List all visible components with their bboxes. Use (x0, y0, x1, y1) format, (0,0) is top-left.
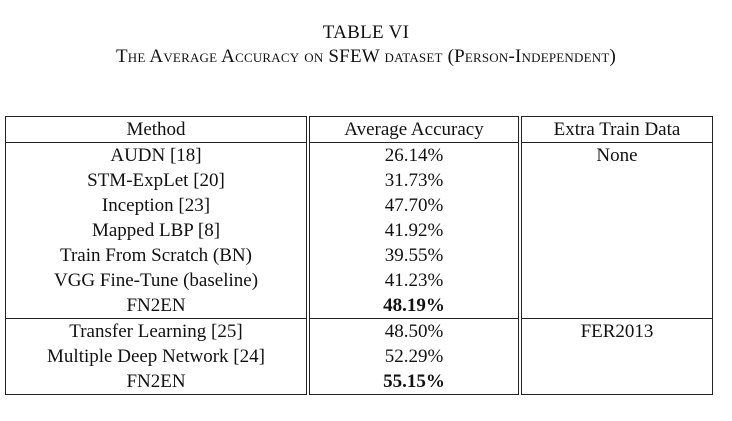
table-row: STM-ExpLet [20] 31.73% (5, 168, 713, 193)
method-cell: Transfer Learning [25] (5, 318, 310, 344)
table-body: Method Average Accuracy Extra Train Data… (5, 116, 713, 395)
accuracy-cell: 55.15% (308, 369, 522, 395)
extra-data-cell (520, 344, 713, 369)
accuracy-cell: 39.55% (308, 243, 522, 268)
extra-data-cell (520, 268, 713, 293)
table-row: Train From Scratch (BN) 39.55% (5, 243, 713, 268)
accuracy-cell: 52.29% (308, 344, 522, 369)
table-row: FN2EN 55.15% (5, 369, 713, 395)
table-row: Multiple Deep Network [24] 52.29% (5, 344, 713, 369)
extra-data-cell (520, 369, 713, 395)
extra-data-cell (520, 293, 713, 319)
accuracy-cell: 41.92% (308, 218, 522, 243)
table-title: TABLE VI (322, 22, 410, 43)
accuracy-cell: 26.14% (308, 142, 522, 168)
method-cell: AUDN [18] (5, 142, 310, 168)
table-row: Inception [23] 47.70% (5, 193, 713, 218)
header-average-accuracy: Average Accuracy (308, 116, 522, 143)
table-header-row: Method Average Accuracy Extra Train Data (5, 116, 713, 143)
method-cell: STM-ExpLet [20] (5, 168, 310, 193)
table-row: FN2EN 48.19% (5, 293, 713, 319)
accuracy-cell: 48.19% (308, 293, 522, 319)
accuracy-cell: 48.50% (308, 318, 522, 344)
extra-data-cell (520, 168, 713, 193)
method-cell: FN2EN (5, 293, 310, 319)
accuracy-cell: 41.23% (308, 268, 522, 293)
header-extra-train-data: Extra Train Data (520, 116, 713, 143)
extra-data-cell (520, 193, 713, 218)
table-row: Mapped LBP [8] 41.92% (5, 218, 713, 243)
method-cell: Mapped LBP [8] (5, 218, 310, 243)
accuracy-table: Method Average Accuracy Extra Train Data… (5, 116, 713, 395)
method-cell: Inception [23] (5, 193, 310, 218)
method-cell: FN2EN (5, 369, 310, 395)
header-method: Method (5, 116, 310, 143)
accuracy-cell: 31.73% (308, 168, 522, 193)
extra-data-cell (520, 243, 713, 268)
extra-data-cell: FER2013 (520, 318, 713, 344)
method-cell: VGG Fine-Tune (baseline) (5, 268, 310, 293)
table-row: AUDN [18] 26.14% None (5, 142, 713, 168)
method-cell: Train From Scratch (BN) (5, 243, 310, 268)
extra-data-cell (520, 218, 713, 243)
table-caption: The Average Accuracy on SFEW dataset (Pe… (115, 46, 616, 67)
table-row: VGG Fine-Tune (baseline) 41.23% (5, 268, 713, 293)
method-cell: Multiple Deep Network [24] (5, 344, 310, 369)
table-row: Transfer Learning [25] 48.50% FER2013 (5, 318, 713, 344)
accuracy-cell: 47.70% (308, 193, 522, 218)
extra-data-cell: None (596, 145, 638, 166)
